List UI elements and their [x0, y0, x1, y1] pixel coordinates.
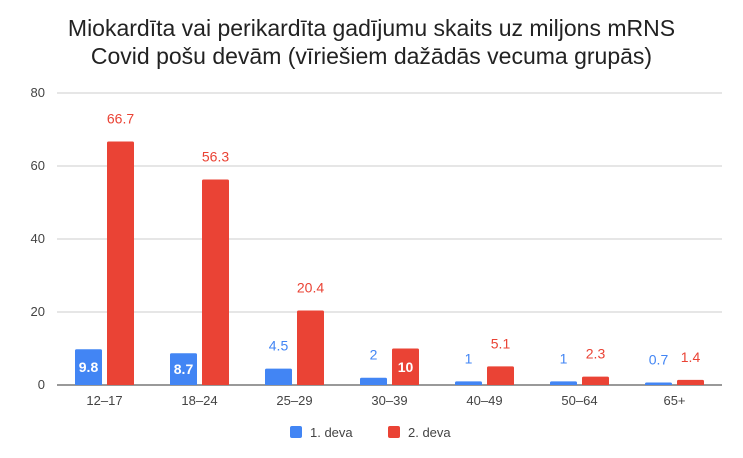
data-label-series-2: 2.3: [586, 346, 606, 362]
x-tick-label: 30–39: [371, 393, 407, 408]
data-label-series-2: 10: [398, 359, 414, 375]
data-label-series-1: 4.5: [269, 338, 289, 354]
y-tick-label: 80: [31, 85, 45, 100]
data-label-series-1: 1: [465, 350, 473, 366]
legend-label-series-1: 1. deva: [310, 425, 353, 440]
data-label-series-1: 1: [560, 350, 568, 366]
data-label-series-1: 8.7: [174, 361, 194, 377]
gridlines: [57, 92, 722, 386]
bar-series-2: [107, 141, 134, 385]
x-tick-label: 12–17: [86, 393, 122, 408]
bars: 9.8 66.7 8.7 56.3 4.5 20.4 2 10 1 5.1 1 2.3 0.7 1.4: [75, 111, 704, 385]
bar-series-1: [550, 381, 577, 385]
bar-series-2: [202, 179, 229, 385]
bar-series-1: [170, 353, 197, 385]
x-tick-label: 65+: [663, 393, 685, 408]
y-tick-label: 20: [31, 304, 45, 319]
data-label-series-2: 56.3: [202, 149, 229, 165]
bar-series-2: [487, 366, 514, 385]
data-label-series-2: 5.1: [491, 335, 511, 351]
bar-series-2: [297, 310, 324, 385]
bar-series-1: [265, 368, 292, 385]
x-tick-label: 50–64: [561, 393, 597, 408]
data-label-series-2: 20.4: [297, 280, 324, 296]
bar-series-1: [455, 381, 482, 385]
chart-title-line-1: Miokardīta vai perikardīta gadījumu skai…: [67, 15, 676, 41]
bar-series-2: [677, 379, 704, 385]
data-label-series-1: 0.7: [649, 351, 669, 367]
legend-swatch-series-1: [290, 426, 302, 438]
x-tick-label: 25–29: [276, 393, 312, 408]
x-tick-label: 18–24: [181, 393, 217, 408]
y-axis: 0 20 40 60 80: [31, 85, 45, 392]
data-label-series-2: 66.7: [107, 111, 134, 127]
data-label-series-2: 1.4: [681, 349, 701, 365]
legend-swatch-series-2: [388, 426, 400, 438]
data-label-series-1: 9.8: [79, 359, 99, 375]
legend-label-series-2: 2. deva: [408, 425, 451, 440]
bar-series-1: [360, 377, 387, 385]
x-tick-label: 40–49: [466, 393, 502, 408]
bar-series-1: [75, 349, 102, 385]
data-label-series-1: 2: [370, 347, 378, 363]
y-tick-label: 0: [38, 377, 45, 392]
y-tick-label: 40: [31, 231, 45, 246]
y-tick-label: 60: [31, 158, 45, 173]
chart-title: Miokardīta vai perikardīta gadījumu skai…: [0, 14, 743, 70]
chart-title-line-2: Covid pošu devām (vīriešiem dažādās vecu…: [90, 43, 653, 69]
bar-series-2: [582, 376, 609, 385]
x-axis: 12–17 18–24 25–29 30–39 40–49 50–64 65+: [86, 393, 685, 408]
bar-series-2: [392, 348, 419, 385]
legend: 1. deva 2. deva: [290, 425, 451, 440]
bar-series-1: [645, 382, 672, 385]
